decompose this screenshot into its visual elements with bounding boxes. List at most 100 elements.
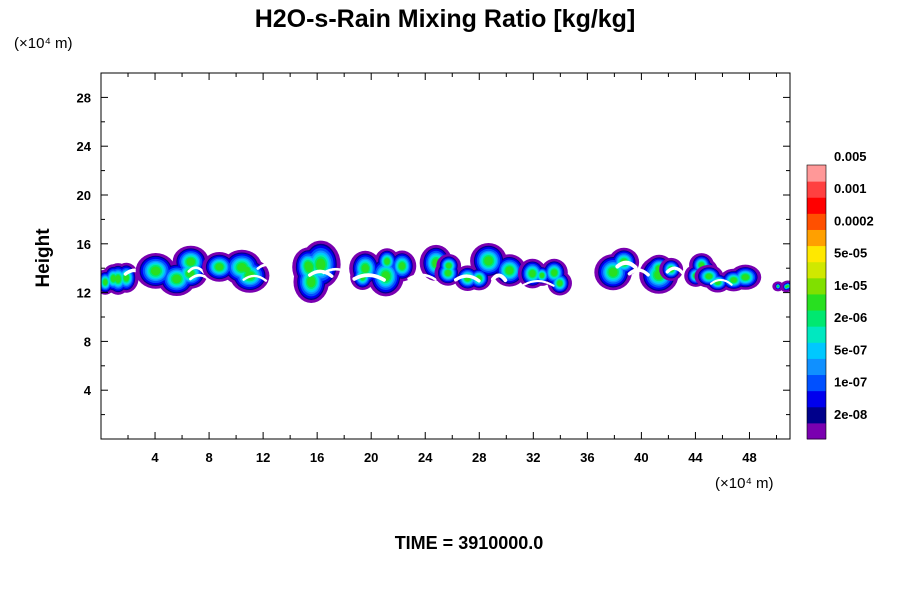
colorbar-swatch: [807, 326, 826, 343]
colorbar-label: 1e-05: [834, 278, 867, 293]
cloud-contour: [103, 279, 108, 286]
colorbar-swatch: [807, 406, 826, 424]
cloud-contour: [608, 267, 618, 277]
cloud-blob: [202, 249, 279, 293]
colorbar-swatch: [807, 229, 826, 247]
cloud-gap: [352, 273, 386, 282]
cloud-gap: [242, 274, 268, 282]
x-tick-label: 16: [310, 450, 324, 465]
cloud-gap: [453, 274, 481, 283]
x-tick-label: 4: [151, 450, 159, 465]
cloud-contour: [305, 262, 314, 273]
cloud-contour: [150, 266, 161, 276]
colorbar-swatch: [807, 358, 826, 376]
colorbar-swatch: [807, 342, 826, 359]
cloud-contour: [557, 280, 563, 287]
colorbar-swatch: [807, 197, 826, 214]
colorbar-label: 5e-05: [834, 246, 867, 261]
plot-frame: [100, 72, 791, 440]
cloud-contour: [777, 285, 779, 288]
y-axis-label: Height: [33, 228, 54, 288]
cloud-gap: [665, 266, 685, 275]
colorbar-label: 0.005: [834, 149, 867, 164]
cloud-contour: [785, 286, 787, 288]
colorbar-swatch: [807, 277, 826, 295]
cloud-contour: [307, 276, 316, 288]
x-tick-label: 12: [256, 450, 270, 465]
cloud-contour: [741, 274, 749, 281]
cloud-gap: [627, 268, 650, 277]
x-unit-label: (×10⁴ m): [715, 475, 774, 492]
cloud-contour: [110, 275, 116, 283]
colorbar-frame: [806, 164, 827, 440]
colorbar: 2e-08 1e-07 5e-07 2e-06 1e-05 5e-05 0.0002 0.00…: [806, 149, 874, 440]
cloud-contour: [384, 258, 390, 265]
colorbar-swatch: [807, 213, 826, 230]
colorbar-swatch: [807, 390, 826, 408]
cloud-gap: [189, 273, 212, 282]
cloud-contour: [445, 269, 451, 276]
cloud-blob: [349, 244, 453, 297]
y-tick-label: 16: [77, 237, 91, 252]
cloud-blob: [292, 240, 351, 303]
cloud-gap: [491, 273, 508, 283]
colorbar-label: 2e-08: [834, 407, 867, 422]
cloud-contour: [215, 263, 224, 271]
cloud-gap: [256, 263, 279, 271]
cloud-gap: [709, 278, 733, 286]
x-tick-label: 8: [205, 450, 212, 465]
cloud-contour: [539, 272, 545, 278]
y-tick-label: 28: [77, 90, 91, 105]
x-tick-label: 20: [364, 450, 378, 465]
x-tick-label: 44: [688, 450, 703, 465]
colorbar-label: 0.001: [834, 181, 867, 196]
x-tick-label: 28: [472, 450, 486, 465]
colorbar-swatch: [807, 374, 826, 392]
x-tick-label: 32: [526, 450, 540, 465]
cloud-contour: [315, 258, 326, 271]
cloud-contour: [730, 277, 737, 283]
cloud-gap: [522, 279, 555, 287]
y-unit-label: (×10⁴ m): [14, 35, 73, 52]
cloud-contour: [186, 257, 195, 266]
cloud-contour: [551, 269, 558, 276]
y-tick-label: 8: [84, 334, 91, 349]
chart-title: H2O-s-Rain Mixing Ratio [kg/kg]: [255, 5, 636, 33]
x-tick-label: 48: [742, 450, 756, 465]
cloud-blob: [101, 262, 147, 295]
cloud-gap: [615, 260, 638, 270]
cloud-contour: [705, 273, 713, 279]
colorbar-swatch: [807, 165, 826, 182]
colorbar-swatch: [807, 422, 826, 440]
cloud-contour: [484, 256, 493, 266]
plot-content: [101, 240, 790, 303]
cloud-blob: [434, 242, 527, 291]
cloud-gap: [187, 266, 206, 274]
cloud-contour: [361, 264, 369, 273]
cloud-blob: [517, 258, 572, 296]
colorbar-label: 5e-07: [834, 342, 867, 357]
x-tick-label: 36: [580, 450, 594, 465]
y-tick-label: 12: [77, 286, 91, 301]
colorbar-swatch: [807, 310, 826, 327]
cloud-contour: [529, 270, 536, 278]
colorbar-label: 1e-07: [834, 375, 867, 390]
y-tick-label: 24: [77, 139, 92, 154]
colorbar-swatch: [807, 181, 826, 198]
cloud-gap: [322, 267, 351, 276]
cloud-contour: [115, 275, 121, 283]
y-tick-label: 4: [84, 383, 92, 398]
colorbar-swatch: [807, 293, 826, 311]
cloud-contour: [398, 262, 406, 270]
cloud-contour: [446, 262, 452, 269]
cloud-contour: [172, 274, 182, 284]
x-tick-label: 24: [418, 450, 433, 465]
cloud-blob: [694, 264, 762, 293]
colorbar-label: 0.0002: [834, 213, 874, 228]
cloud-contour: [505, 266, 514, 275]
colorbar-swatch: [807, 245, 826, 263]
cloud-contour: [243, 266, 250, 273]
colorbar-swatch: [807, 261, 826, 279]
